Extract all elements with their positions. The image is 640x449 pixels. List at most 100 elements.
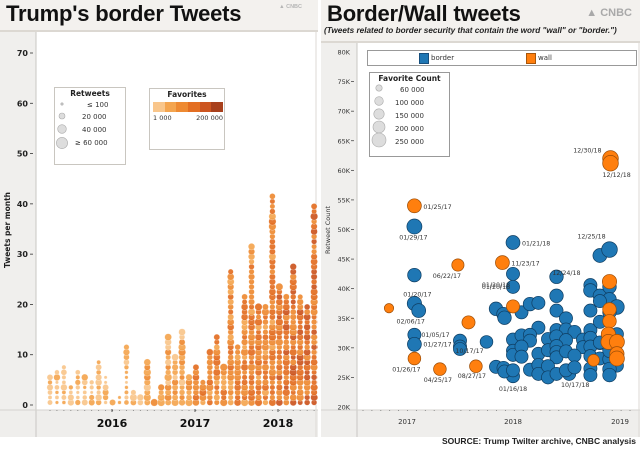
favorites-min-label: 1 000 [153,114,172,122]
x-minor-tick [160,410,162,411]
tweet-dot [227,309,234,315]
left-title-bar: Trump's border Tweets ▲ CNBC [0,0,318,32]
border-point [453,342,467,356]
y-tick-label: 70K [337,108,350,116]
x-tick-label: 2019 [611,418,629,426]
favorite-legend-label: 200 000 [395,125,424,133]
tweet-dot [143,358,151,366]
x-minor-tick [496,410,497,411]
tweet-dot [88,394,95,401]
y-tick-label: 40K [337,285,350,293]
x-minor-tick [91,410,93,411]
x-tick-label: 2016 [97,417,128,430]
x-minor-tick [522,410,524,411]
x-minor-tick [181,410,183,411]
tweet-dot [61,390,67,395]
x-minor-tick [202,410,204,411]
legend-circle-100k [374,96,384,106]
border-point [407,336,422,352]
tweet-dot [311,324,318,330]
tweet-dot [89,390,94,395]
x-minor-tick [63,410,65,411]
point-date-label: 01/20/17 [403,292,431,299]
tweet-dot [269,384,276,391]
x-minor-tick [593,410,595,411]
y-tick-label: 35K [337,315,350,323]
x-minor-tick [49,410,51,411]
wall-point [506,299,520,314]
tweet-dot [200,379,206,386]
y-tick-label: 45K [337,256,350,264]
x-minor-tick [299,410,301,411]
point-date-label: 12/25/18 [577,234,605,241]
tweet-dot [75,369,81,375]
tweet-dot [47,395,53,400]
point-date-label: 10/17/17 [455,348,483,355]
tweet-dot [179,389,186,396]
tweet-dot [262,333,269,341]
tweet-dot [214,389,220,396]
x-minor-tick [237,410,239,411]
y-tick-label: 80K [337,49,350,57]
favorite-count-legend-title: Favorite Count [378,74,441,83]
legend-circle-200k [372,120,386,134]
tweet-dot [89,385,95,390]
point-date-label: 01/25/17 [423,204,451,211]
legend-circle-m [57,124,67,134]
point-date-label: 12/12/18 [603,172,631,179]
tweet-dot [248,288,255,295]
legend-circle-l [56,137,68,149]
legend-circle-150k [373,108,385,120]
border-point [497,310,512,325]
x-minor-tick [513,410,515,411]
x-tick-label: 2017 [180,417,211,430]
x-minor-tick [244,410,246,411]
color-ramp-step [199,102,212,112]
wall-point [602,314,617,329]
tweet-dot [311,328,318,336]
tweet-dot [75,390,80,395]
border-point [406,218,423,235]
wall-point [383,303,395,314]
tweet-dot [304,394,311,401]
wall-point [433,362,447,376]
x-minor-tick [56,410,58,411]
cnbc-brand-text: CNBC [286,4,302,10]
tweet-dot [74,379,81,386]
tweet-dot [317,340,318,345]
tweet-dot [74,399,81,406]
x-minor-tick [98,410,100,411]
tweet-dot [234,344,241,351]
tweet-dot [123,364,129,370]
right-title-bar: Border/Wall tweets (Tweets related to bo… [321,0,640,43]
retweets-legend-title: Retweets [70,89,110,98]
y-axis-title: Retweet Count [324,206,332,254]
tweet-dot [213,384,220,391]
legend-circle-60k [375,84,383,92]
tweet-dot [178,328,186,336]
tweet-dot [54,384,60,391]
x-minor-tick [576,410,578,411]
y-axis-band [321,43,357,410]
x-minor-tick [460,410,462,411]
y-tick-label: 65K [337,137,350,145]
x-minor-tick [585,410,586,411]
border-swatch-icon [419,53,429,64]
tweet-dot [269,203,276,210]
wall-point [407,351,422,366]
tweet-dot [311,319,318,326]
tweet-dot [290,304,297,310]
tweet-dot [47,379,53,385]
tweet-dot [82,390,87,395]
x-minor-tick [167,410,169,411]
x-minor-tick [195,410,197,411]
x-minor-tick [380,410,382,411]
border-point [567,348,582,363]
tweet-dot [53,373,61,381]
favorite-count-size-legend: Favorite Count 60 000 100 000 150 000 20… [369,72,450,157]
tweet-dot [157,383,165,391]
tweet-dot [103,375,108,380]
point-date-label: 01/29/17 [399,235,427,242]
tweet-dot [81,373,89,381]
tweet-dot [124,390,129,395]
